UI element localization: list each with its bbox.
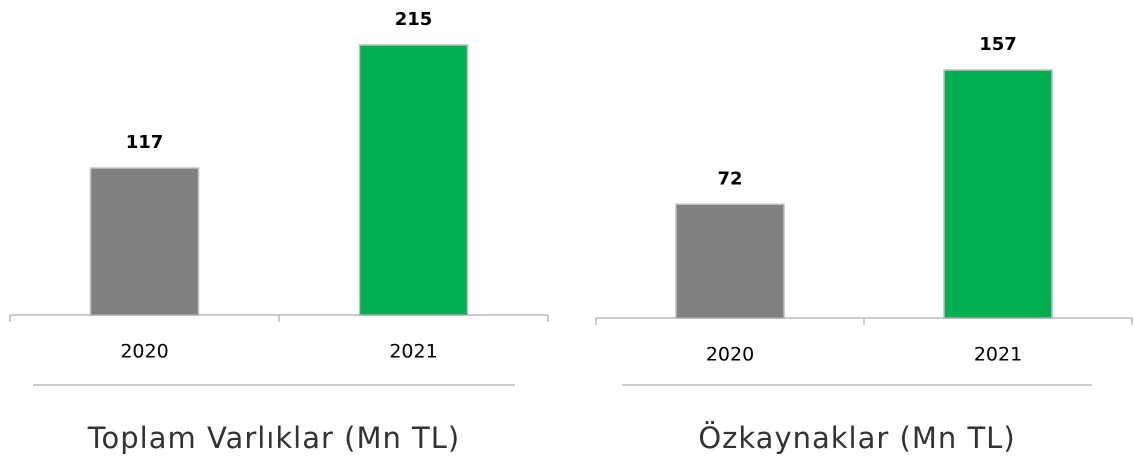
chart-title: Toplam Varlıklar (Mn TL) [87,421,461,455]
bar [358,44,469,316]
x-tick-label: 2020 [706,344,754,366]
bar [675,203,785,319]
x-tick-label: 2020 [120,341,168,363]
bar [89,167,200,316]
value-label: 72 [717,168,742,189]
value-label: 157 [979,34,1017,55]
x-tick-label: 2021 [389,341,437,363]
bar [943,69,1053,319]
value-label: 117 [126,132,164,153]
value-label: 215 [395,9,433,30]
chart-title: Özkaynaklar (Mn TL) [698,421,1015,455]
x-tick-label: 2021 [974,344,1022,366]
